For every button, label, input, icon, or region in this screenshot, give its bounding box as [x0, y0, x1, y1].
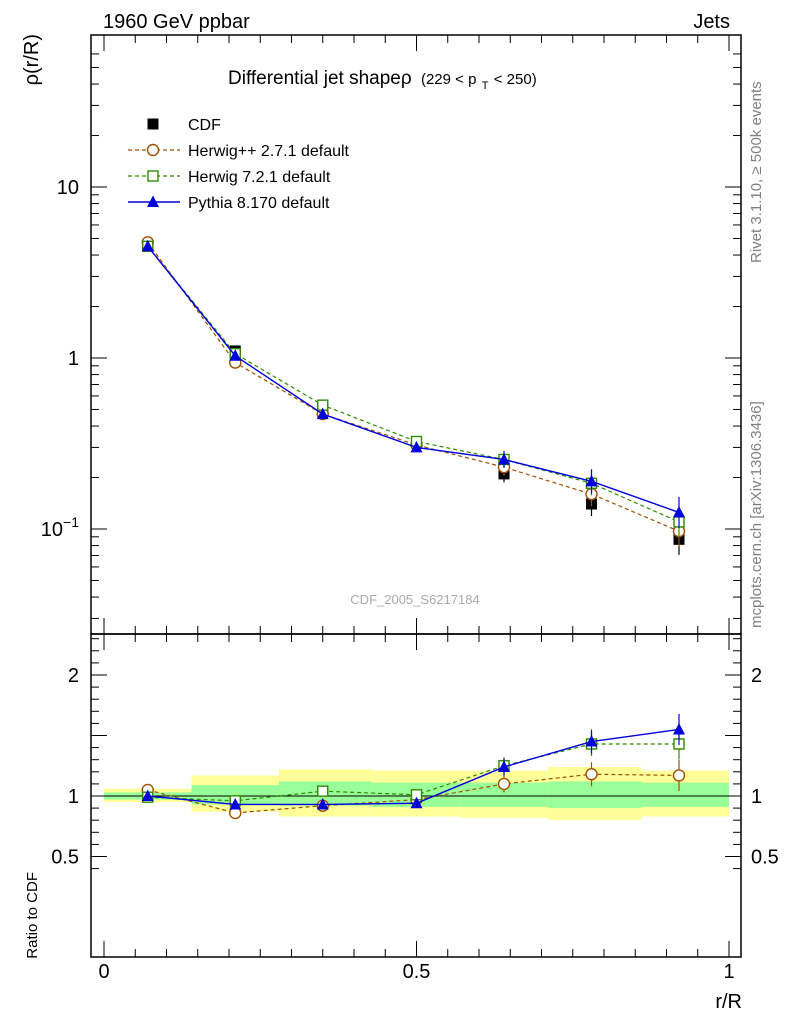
pythia-point [585, 735, 598, 747]
ratio-y-tick-label: 0.5 [51, 847, 79, 869]
ratio-xlabel: r/R [715, 991, 742, 1013]
header-energy-label: 1960 GeV ppbar [103, 11, 250, 33]
pythia-line [147, 245, 680, 514]
ratio-ylabel: Ratio to CDF [24, 872, 41, 959]
main-y-tick-label: 1 [68, 348, 79, 370]
legend-entry-data: CDF [147, 117, 221, 134]
herwig7-point [317, 785, 329, 797]
pythia-point [141, 789, 154, 801]
ratio-y-tick-label-right: 2 [751, 665, 762, 687]
pythia-point [229, 797, 242, 810]
pythia-point [673, 505, 685, 518]
watermark-label: CDF_2005_S6217184 [350, 592, 479, 607]
herwigpp-point [672, 769, 686, 782]
pythia-point [316, 407, 329, 420]
ratio-series-pythia [141, 713, 685, 810]
legend-entry-pythia: Pythia 8.170 default [128, 195, 330, 212]
header-process-label: Jets [693, 11, 730, 33]
legend-marker-data [147, 118, 159, 130]
x-tick-label: 0 [98, 961, 109, 983]
ratio-y-tick-label-right: 0.5 [751, 847, 779, 869]
herwig7-line [147, 245, 680, 523]
legend-entry-herwigpp: Herwig++ 2.7.1 default [128, 143, 350, 160]
main-y-tick-exponent: −1 [63, 514, 79, 530]
main-series-data [142, 240, 685, 555]
herwigpp-point [497, 777, 511, 791]
pythia-point [673, 722, 685, 735]
ratio-band-inner [641, 782, 729, 807]
pythia-point [410, 796, 423, 809]
main-y-tick-base: 10 [41, 519, 63, 541]
main-y-tick-base: 1 [68, 348, 79, 370]
pythia-point [498, 452, 510, 465]
main-series-herwig7 [142, 240, 685, 538]
legend: CDF Herwig++ 2.7.1 default Herwig 7.2.1 de… [128, 117, 350, 212]
pythia-point [229, 349, 242, 361]
pythia-point [316, 797, 329, 810]
ratio-y-tick-label: 1 [68, 786, 79, 808]
legend-label-herwig7: Herwig 7.2.1 default [188, 169, 331, 186]
pythia-point [410, 440, 423, 453]
plot-title-main: Differential jet shapeρ [228, 68, 412, 89]
ratio-y-tick-label-right: 1 [751, 786, 762, 808]
rivet-label: Rivet 3.1.10, ≥ 500k events [748, 81, 765, 263]
legend-marker-herwig7 [147, 170, 159, 182]
ratio-y-tick-label: 2 [68, 665, 79, 687]
pythia-point [141, 239, 154, 252]
x-tick-label: 0.5 [403, 961, 431, 983]
herwigpp-line [147, 241, 680, 532]
series-layer [141, 236, 686, 820]
main-y-tick-label: 10 [57, 177, 79, 199]
main-series-pythia [141, 239, 685, 528]
plot-title-range: (229 < p [421, 71, 476, 88]
legend-marker-pythia [147, 195, 159, 207]
plot-title-range-end: < 250) [494, 71, 537, 88]
plot-title: Differential jet shapeρ (229 < p T < 250… [228, 68, 537, 94]
x-tick-label: 1 [723, 961, 734, 983]
legend-entry-herwig7: Herwig 7.2.1 default [128, 169, 331, 186]
main-y-tick-label: 10−1 [41, 514, 79, 541]
legend-label-data: CDF [188, 117, 221, 134]
pythia-point [498, 760, 510, 772]
ratio-band-inner [547, 781, 642, 809]
pythia-point [585, 474, 598, 487]
main-series-herwigpp [141, 236, 686, 547]
legend-label-pythia: Pythia 8.170 default [188, 195, 330, 212]
legend-marker-herwigpp [146, 143, 160, 157]
main-ylabel: ρ(r/R) [21, 34, 43, 85]
mcplots-label: mcplots.cern.ch [arXiv:1306.3436] [748, 401, 765, 628]
herwigpp-point [585, 768, 598, 781]
plot-title-index: T [482, 80, 489, 92]
legend-label-herwigpp: Herwig++ 2.7.1 default [188, 143, 350, 160]
main-y-tick-base: 10 [57, 177, 79, 199]
